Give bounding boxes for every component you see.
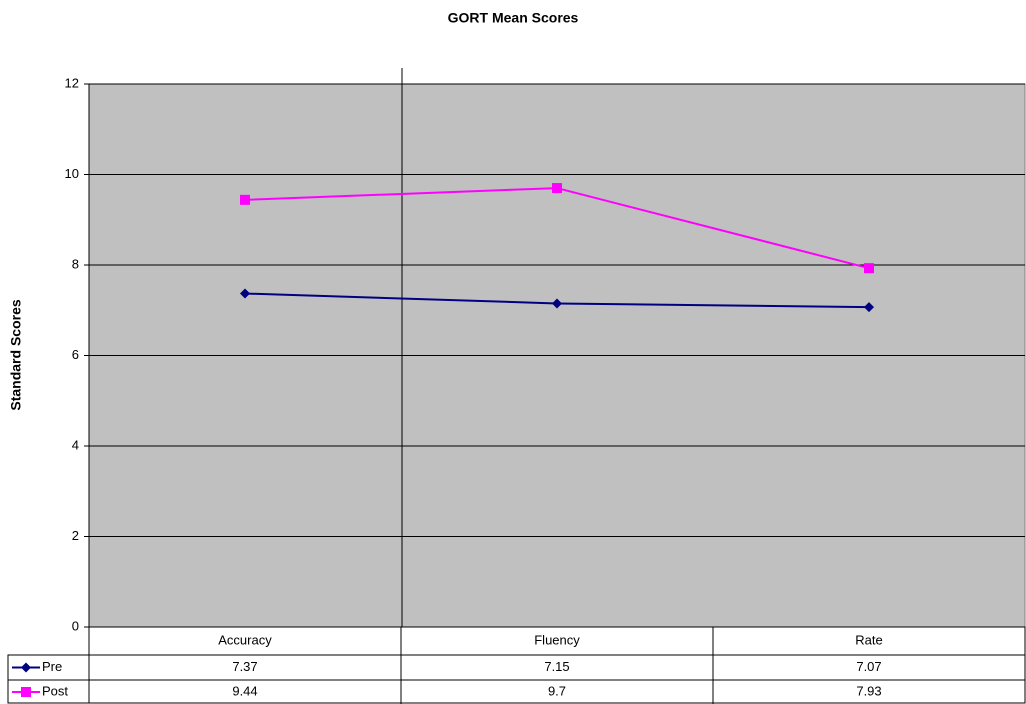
y-tick-label: 6	[72, 347, 79, 362]
y-tick-label: 0	[72, 618, 79, 633]
table-value: 9.7	[548, 683, 566, 698]
y-axis-label: Standard Scores	[8, 299, 24, 410]
x-tick-label: Fluency	[534, 632, 580, 647]
table-value: 7.37	[232, 659, 257, 674]
point	[864, 263, 874, 274]
chart-title: GORT Mean Scores	[448, 10, 579, 26]
legend-label: Post	[42, 683, 68, 698]
y-tick-label: 8	[72, 256, 79, 271]
legend-label: Pre	[42, 659, 62, 674]
x-tick-label: Accuracy	[218, 632, 272, 647]
table-value: 7.15	[544, 659, 569, 674]
legend-marker	[21, 687, 31, 697]
x-tick-label: Rate	[855, 632, 882, 647]
table-value: 7.07	[856, 659, 881, 674]
point	[552, 298, 562, 309]
point	[240, 194, 250, 205]
table-value: 7.93	[856, 683, 881, 698]
y-tick-label: 2	[72, 528, 79, 543]
y-tick-label: 10	[65, 166, 79, 181]
table-value: 9.44	[232, 683, 257, 698]
point	[552, 183, 562, 194]
y-tick-label: 4	[72, 437, 79, 452]
point	[864, 302, 874, 313]
legend-marker	[21, 662, 31, 673]
point	[240, 288, 250, 299]
y-tick-label: 12	[65, 75, 79, 90]
